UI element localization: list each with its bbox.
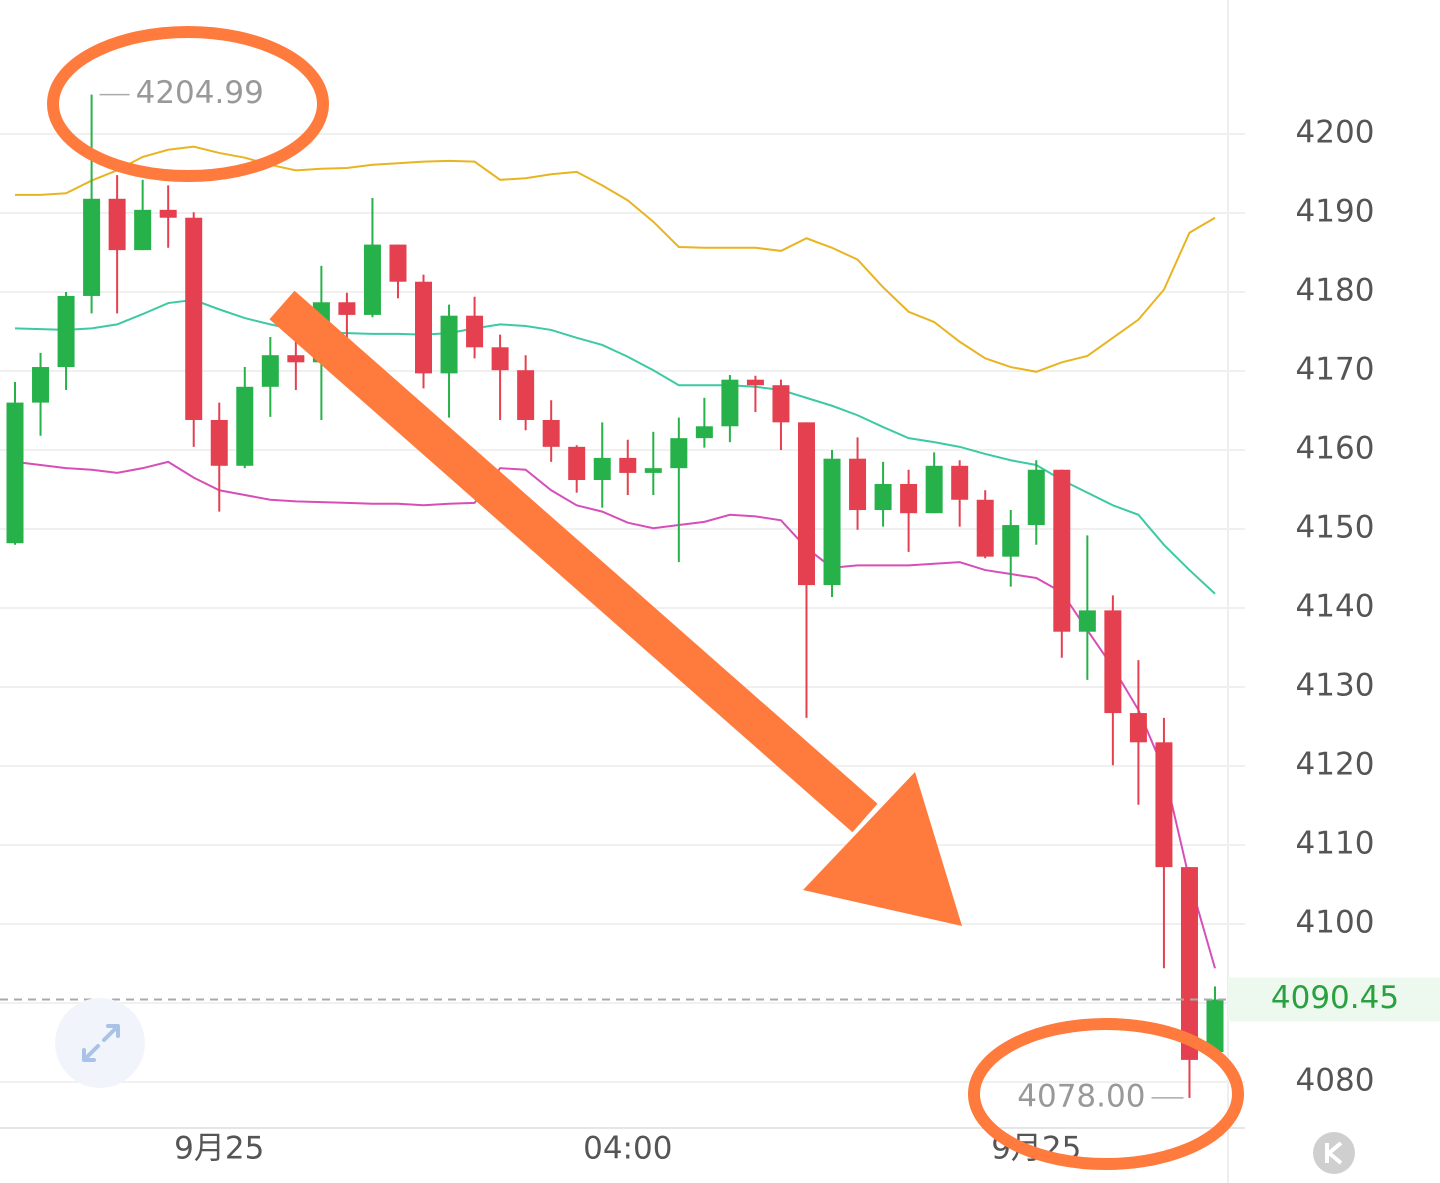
y-tick-label: 4080 [1296,1063,1375,1099]
last-price-label: 4090.45 [1271,980,1399,1016]
candles [6,94,1224,1098]
candle-body [1053,469,1071,632]
candle-body [210,419,228,466]
candle-body [670,438,688,469]
candle-body [644,468,662,473]
candle-body [900,483,918,514]
candle-body [466,315,484,348]
candle-body [338,302,356,315]
candle-body [6,402,24,544]
band-line [14,460,1216,969]
x-tick-label: 9月25 [174,1131,264,1167]
candle-body [236,386,254,466]
candle-body [1206,999,1224,1052]
candle-body [185,217,203,420]
candle-body [363,244,381,315]
y-tick-label: 4150 [1296,510,1375,546]
candle-body [1002,525,1020,557]
candle-body [159,209,177,218]
high-label: 4204.99 [136,75,264,111]
candle-body [874,483,892,511]
candle-body [83,198,101,296]
low-label: 4078.00 [1017,1078,1145,1114]
band-line [15,145,1216,373]
candle-body [1078,610,1096,632]
highlight-circle [968,1018,1244,1170]
trend-arrow-head [803,772,962,926]
trend-arrow-shaft [269,290,878,833]
candle-body [491,347,509,371]
candle-body [976,499,994,557]
candle-body [721,379,739,427]
candle-body [772,385,790,423]
candle-body [517,370,535,420]
candle-body [440,315,458,374]
x-tick-label: 04:00 [583,1131,672,1167]
expand-button-bg[interactable] [55,998,145,1088]
candle-body [593,457,611,481]
candle-body [32,367,50,403]
band-line [14,298,1216,595]
candle-body [568,446,586,481]
candle-body [108,198,126,251]
bands [14,145,1216,969]
y-tick-label: 4170 [1296,351,1375,387]
y-tick-label: 4180 [1296,272,1375,308]
y-tick-label: 4100 [1296,905,1375,941]
y-tick-label: 4190 [1296,193,1375,229]
candle-body [619,457,637,473]
y-tick-label: 4140 [1296,589,1375,625]
candle-body [287,355,305,363]
y-tick-label: 4110 [1296,826,1375,862]
candle-body [951,465,969,500]
candle-body [389,244,407,282]
candle-body [1180,867,1198,1060]
kline-button[interactable] [1313,1132,1355,1174]
candle-body [746,379,764,386]
annotations [47,26,1244,1170]
candle-body [261,355,279,387]
kline-icon [1325,1141,1343,1165]
candle-body [695,426,713,439]
candle-body [925,465,943,514]
expand-button[interactable] [55,998,145,1088]
y-tick-label: 4200 [1296,114,1375,150]
kline-button-bg[interactable] [1313,1132,1355,1174]
last-price-bg [1228,977,1440,1022]
y-tick-label: 4120 [1296,747,1375,783]
candle-body [1129,713,1147,743]
candle-body [1027,469,1045,526]
grid [0,132,1245,1084]
candle-body [1104,610,1122,714]
candle-body [797,422,815,586]
candle-body [823,458,841,586]
candle-body [57,295,75,368]
candle-body [1155,742,1173,868]
expand-icon [82,1024,120,1062]
y-tick-label: 4160 [1296,430,1375,466]
candle-body [849,458,867,511]
highlight-circle [47,26,329,182]
candle-body [542,419,560,447]
candle-body [134,209,152,251]
y-tick-label: 4130 [1296,668,1375,704]
candle-body [415,281,433,374]
